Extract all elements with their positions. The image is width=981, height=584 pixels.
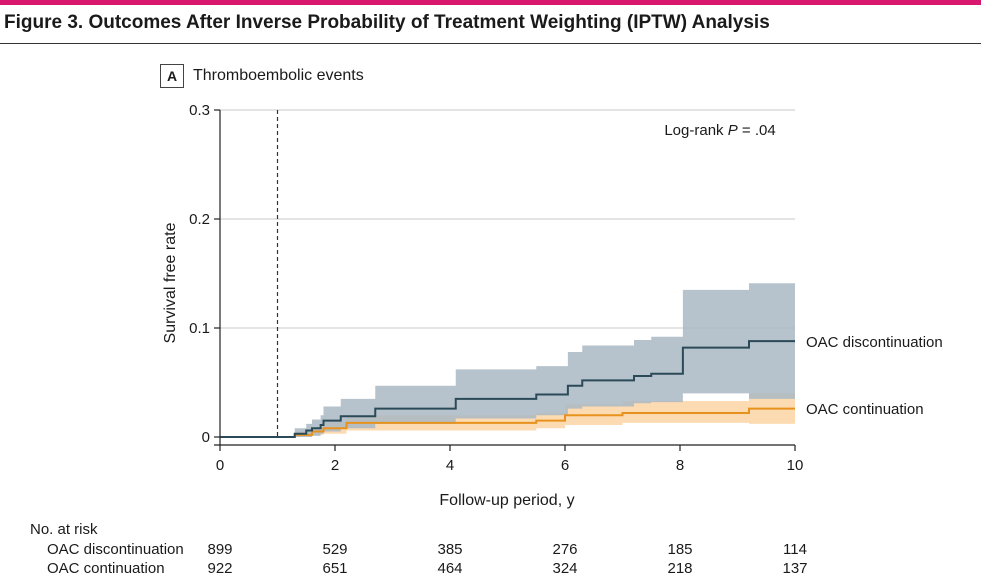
confidence-bands bbox=[220, 283, 795, 437]
axes: 0 0.1 0.2 0.3 0 2 4 6 8 10 bbox=[189, 102, 803, 474]
y-tick-label-1: 0.1 bbox=[189, 320, 210, 337]
risk-value: 324 bbox=[552, 560, 578, 577]
x-tick-label-0: 0 bbox=[216, 457, 224, 474]
y-tick-label-2: 0.2 bbox=[189, 211, 210, 228]
risk-value: 899 bbox=[207, 541, 233, 558]
x-tick-label-1: 2 bbox=[331, 457, 339, 474]
risk-row-label-discontinuation: OAC discontinuation bbox=[47, 541, 184, 558]
risk-value: 218 bbox=[667, 560, 693, 577]
logrank-suffix: = .04 bbox=[738, 122, 776, 139]
risk-row-label-continuation: OAC continuation bbox=[47, 560, 165, 577]
logrank-p: P bbox=[728, 122, 738, 139]
risk-value: 651 bbox=[322, 560, 348, 577]
y-tick-label-0: 0 bbox=[202, 429, 210, 446]
risk-value: 529 bbox=[322, 541, 348, 558]
risk-value: 185 bbox=[667, 541, 693, 558]
risk-value: 922 bbox=[207, 560, 233, 577]
x-tick-label-4: 8 bbox=[676, 457, 684, 474]
ci-band-discontinuation bbox=[220, 283, 795, 437]
panel-title: Thromboembolic events bbox=[193, 67, 364, 84]
logrank-annotation: Log-rank P = .04 bbox=[664, 122, 775, 139]
y-tick-label-3: 0.3 bbox=[189, 102, 210, 119]
title-rule bbox=[0, 43, 981, 44]
series-line-discontinuation bbox=[220, 340, 795, 438]
risk-value: 464 bbox=[437, 560, 463, 577]
risk-value: 137 bbox=[782, 560, 808, 577]
x-tick-label-3: 6 bbox=[561, 457, 569, 474]
series-lines bbox=[220, 340, 795, 438]
figure-title: Figure 3. Outcomes After Inverse Probabi… bbox=[4, 12, 770, 33]
x-tick-label-2: 4 bbox=[446, 457, 454, 474]
accent-bar bbox=[0, 0, 981, 5]
panel-header: A Thromboembolic events bbox=[160, 63, 364, 89]
series-label-discontinuation: OAC discontinuation bbox=[806, 334, 943, 351]
risk-table-title: No. at risk bbox=[30, 521, 98, 538]
y-axis-label: Survival free rate bbox=[162, 222, 179, 343]
panel-letter: A bbox=[160, 64, 184, 88]
risk-value: 276 bbox=[552, 541, 578, 558]
series-label-continuation: OAC continuation bbox=[806, 401, 924, 418]
x-tick-label-5: 10 bbox=[787, 457, 804, 474]
risk-value: 114 bbox=[783, 541, 807, 558]
risk-value: 385 bbox=[437, 541, 463, 558]
logrank-prefix: Log-rank bbox=[664, 122, 727, 139]
x-axis-label: Follow-up period, y bbox=[439, 492, 574, 509]
series-line-continuation bbox=[220, 407, 795, 438]
